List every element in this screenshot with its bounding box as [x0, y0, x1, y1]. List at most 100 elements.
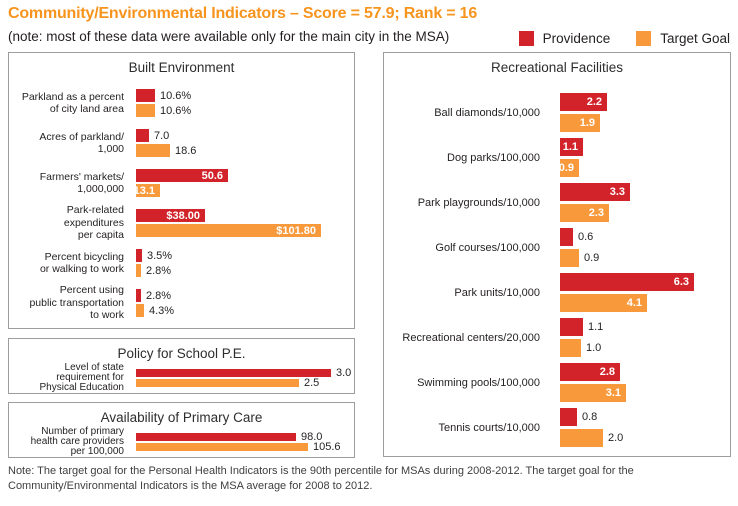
target-value: 0.9	[558, 162, 574, 174]
rows-recreational-facilities: Ball diamonds/10,000 2.2 1.9 Dog parks/100,…	[384, 93, 730, 447]
rows-policy-school-pe: Level of state requirement for Physical …	[9, 363, 354, 393]
indicator-label: Farmers' markets/ 1,000,000	[39, 170, 124, 196]
indicator-row: Farmers' markets/ 1,000,000 50.6 13.1	[9, 169, 354, 197]
providence-bar	[136, 433, 296, 441]
indicator-row: Dog parks/100,000 1.1 0.9	[384, 138, 730, 177]
target-bar-line: 4.1	[560, 294, 694, 312]
bar-group: 3.0 2.5	[136, 367, 352, 389]
providence-bar-line: 2.8%	[136, 289, 174, 302]
panel-policy-school-pe: Policy for School P.E. Level of state re…	[8, 338, 355, 394]
providence-value: 3.0	[336, 367, 352, 379]
providence-bar	[136, 89, 155, 102]
target-value: 18.6	[175, 144, 197, 157]
panel-built-environment: Built Environment Parkland as a percent …	[8, 52, 355, 329]
providence-value: $38.00	[166, 209, 200, 222]
target-bar	[136, 144, 170, 157]
bar-group: 0.8 2.0	[560, 408, 623, 447]
providence-bar-line: 3.5%	[136, 249, 172, 262]
target-bar	[136, 379, 299, 387]
target-bar-line: 10.6%	[136, 104, 191, 117]
providence-value: 6.3	[673, 276, 689, 288]
bar-group: $38.00 $101.80	[136, 209, 321, 237]
target-bar-line: 18.6	[136, 144, 196, 157]
panel-recreational-facilities: Recreational Facilities Ball diamonds/10…	[383, 52, 731, 457]
target-bar-line: 1.0	[560, 339, 603, 357]
target-bar-line: 2.5	[136, 377, 351, 389]
providence-bar: $38.00	[136, 209, 205, 222]
target-bar-line: 0.9	[558, 159, 583, 177]
providence-bar	[136, 129, 149, 142]
providence-bar: 2.8	[560, 363, 620, 381]
bar-group: 6.3 4.1	[560, 273, 694, 312]
target-value: 0.9	[584, 252, 600, 264]
indicator-row: Acres of parkland/ 1,000 7.0 18.6	[9, 129, 354, 157]
providence-value: 50.6	[201, 169, 223, 182]
target-bar	[136, 443, 308, 451]
indicator-row: Ball diamonds/10,000 2.2 1.9	[384, 93, 730, 132]
target-bar-line: 3.1	[560, 384, 626, 402]
target-bar: 3.1	[560, 384, 626, 402]
indicator-label: Swimming pools/100,000	[417, 376, 540, 389]
target-bar-line: 1.9	[560, 114, 607, 132]
target-bar	[560, 339, 581, 357]
bar-group: 0.6 0.9	[560, 228, 599, 267]
legend: Providence Target Goal	[518, 31, 730, 46]
target-value: 1.9	[579, 117, 595, 129]
indicator-label: Dog parks/100,000	[447, 151, 540, 164]
indicator-row: Percent bicycling or walking to work 3.5%…	[9, 249, 354, 277]
target-bar: 2.3	[560, 204, 609, 222]
indicator-row: Park playgrounds/10,000 3.3 2.3	[384, 183, 730, 222]
bar-group: 2.8 3.1	[560, 363, 626, 402]
target-bar	[560, 429, 603, 447]
target-bar-line: 13.1	[133, 184, 228, 197]
target-bar: 13.1	[133, 184, 160, 197]
target-bar-line: 105.6	[136, 441, 341, 453]
providence-bar: 1.1	[560, 138, 583, 156]
legend-label-target-goal: Target Goal	[660, 31, 730, 46]
indicator-label: Acres of parkland/ 1,000	[39, 130, 124, 156]
target-bar: $101.80	[136, 224, 321, 237]
target-value: 2.8%	[146, 264, 172, 277]
target-bar-line: 0.9	[560, 249, 599, 267]
target-value: 13.1	[133, 184, 155, 197]
providence-value: 98.0	[301, 431, 323, 443]
providence-bar-line: 7.0	[136, 129, 196, 142]
target-value: 105.6	[313, 441, 341, 453]
bar-group: 10.6% 10.6%	[136, 89, 191, 117]
providence-bar: 3.3	[560, 183, 630, 201]
panel-title-policy-school-pe: Policy for School P.E.	[117, 346, 246, 361]
providence-bar	[560, 228, 573, 246]
indicator-label: Ball diamonds/10,000	[434, 106, 540, 119]
indicator-row: Recreational centers/20,000 1.1 1.0	[384, 318, 730, 357]
panel-title-built-environment: Built Environment	[128, 60, 235, 75]
page-title: Community/Environmental Indicators – Sco…	[8, 5, 478, 22]
bar-group: 7.0 18.6	[136, 129, 196, 157]
providence-bar-line: 2.2	[560, 93, 607, 111]
providence-value: 1.1	[562, 141, 578, 153]
bar-group: 1.1 0.9	[558, 138, 583, 177]
indicator-label: Golf courses/100,000	[435, 241, 540, 254]
providence-value: 2.8	[599, 366, 615, 378]
bar-group: 2.2 1.9	[560, 93, 607, 132]
legend-item-target-goal: Target Goal	[636, 31, 730, 46]
indicator-label: Parkland as a percent of city land area	[21, 90, 124, 116]
target-bar: 1.9	[560, 114, 600, 132]
bar-group: 98.0 105.6	[136, 431, 341, 453]
providence-bar: 6.3	[560, 273, 694, 291]
providence-bar: 2.2	[560, 93, 607, 111]
providence-value: 0.8	[582, 411, 598, 423]
providence-bar-line: 98.0	[136, 431, 341, 443]
providence-bar	[136, 249, 142, 262]
rows-primary-care: Number of primary health care providers …	[9, 427, 354, 457]
indicator-label: Level of state requirement for Physical …	[39, 362, 125, 393]
providence-swatch-icon	[518, 31, 534, 46]
target-bar-line: 2.0	[560, 429, 623, 447]
indicator-row: Parkland as a percent of city land area 1…	[9, 89, 354, 117]
providence-value: 3.5%	[147, 249, 173, 262]
indicator-label: Park units/10,000	[454, 286, 540, 299]
indicator-row: Tennis courts/10,000 0.8 2.0	[384, 408, 730, 447]
panel-title-recreational-facilities: Recreational Facilities	[490, 60, 624, 75]
providence-bar: 50.6	[136, 169, 228, 182]
bar-group: 50.6 13.1	[133, 169, 228, 197]
target-value: 1.0	[586, 342, 602, 354]
